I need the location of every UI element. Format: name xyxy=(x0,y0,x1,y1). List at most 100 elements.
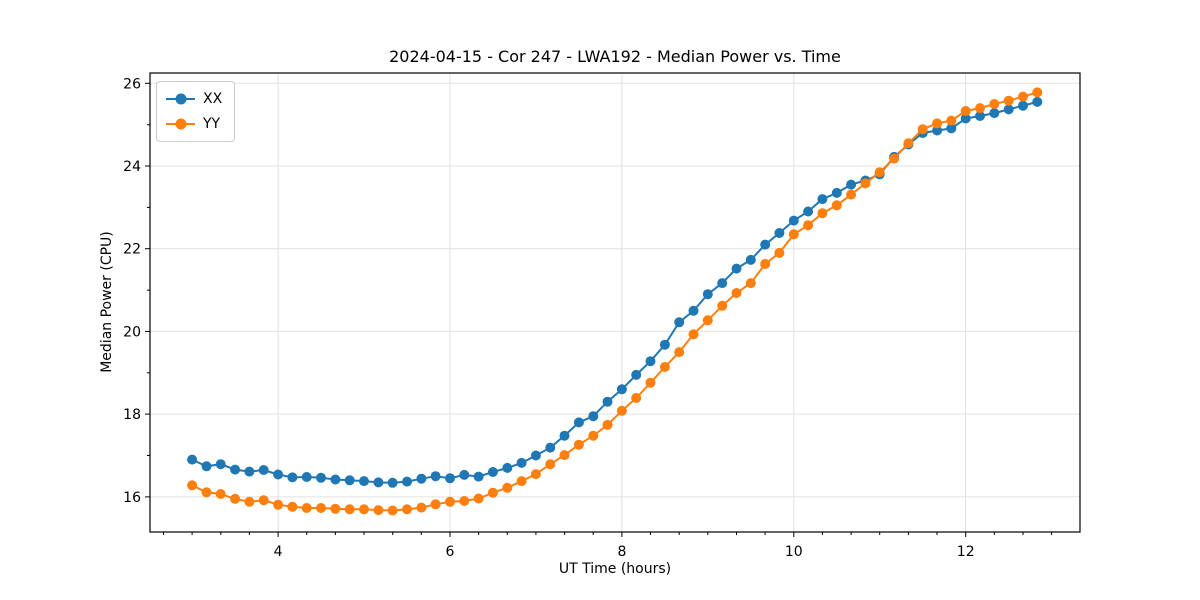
data-point xyxy=(946,115,957,126)
x-tick-label: 12 xyxy=(957,544,975,560)
data-point xyxy=(430,499,441,510)
data-point xyxy=(530,469,541,480)
legend-label-xx: XX xyxy=(203,91,223,107)
data-point xyxy=(187,480,198,491)
data-point xyxy=(745,254,756,265)
data-point xyxy=(230,493,241,504)
x-tick-label: 8 xyxy=(617,544,626,560)
data-point xyxy=(402,476,412,487)
data-point xyxy=(258,465,269,475)
data-point xyxy=(817,194,828,205)
data-point xyxy=(631,393,642,403)
series-yy xyxy=(187,87,1043,516)
legend-line-sample-xx xyxy=(166,93,195,105)
data-point xyxy=(459,496,470,506)
data-point xyxy=(860,178,871,189)
data-point xyxy=(359,504,369,515)
data-point xyxy=(1003,104,1014,115)
series-line xyxy=(191,91,1038,512)
data-point xyxy=(774,228,785,238)
series-line xyxy=(191,100,1038,484)
data-point xyxy=(316,472,326,483)
data-point xyxy=(659,362,670,372)
data-point xyxy=(788,215,799,226)
data-point xyxy=(645,377,656,388)
data-point xyxy=(989,99,1000,109)
data-point xyxy=(301,503,312,513)
data-point xyxy=(330,474,341,485)
data-point xyxy=(1018,100,1028,111)
data-point xyxy=(903,138,914,149)
data-point xyxy=(731,263,742,274)
data-point xyxy=(1032,96,1043,107)
data-point xyxy=(373,477,384,488)
data-point xyxy=(717,278,728,289)
data-point xyxy=(273,499,284,510)
data-point xyxy=(846,179,857,190)
data-point xyxy=(487,467,498,477)
data-point xyxy=(588,411,599,422)
data-point xyxy=(975,103,985,114)
data-point xyxy=(201,487,212,498)
data-point xyxy=(1018,91,1028,102)
data-point xyxy=(616,384,627,395)
data-point xyxy=(502,462,513,473)
gridlines xyxy=(150,73,1080,532)
data-point xyxy=(588,430,599,441)
data-point xyxy=(817,208,828,219)
data-point xyxy=(387,505,398,516)
data-point xyxy=(359,476,369,487)
data-point xyxy=(803,220,814,231)
data-point xyxy=(530,450,541,461)
data-point xyxy=(301,472,312,482)
plot-border xyxy=(149,72,1081,533)
data-point xyxy=(989,108,1000,119)
data-point xyxy=(688,305,699,316)
data-point xyxy=(874,167,885,178)
data-point xyxy=(344,504,355,515)
data-point xyxy=(946,123,957,134)
data-point xyxy=(244,496,255,507)
data-point xyxy=(473,493,484,504)
data-point xyxy=(287,472,298,483)
data-point xyxy=(573,417,584,428)
data-point xyxy=(244,466,255,477)
data-point xyxy=(846,189,857,200)
data-point xyxy=(201,461,212,472)
y-tick-label: 26 xyxy=(123,76,141,92)
data-point xyxy=(717,300,728,311)
data-point xyxy=(659,339,670,350)
data-point xyxy=(516,457,527,468)
data-point xyxy=(287,501,298,512)
data-point xyxy=(602,396,613,407)
data-point xyxy=(889,153,900,164)
data-point xyxy=(516,476,527,487)
legend-marker-icon xyxy=(175,93,186,105)
data-point xyxy=(688,329,699,340)
data-point xyxy=(559,450,570,461)
legend-item-yy: YY xyxy=(166,114,222,134)
data-point xyxy=(803,206,814,217)
data-point xyxy=(402,504,412,515)
data-point xyxy=(674,347,685,358)
data-point xyxy=(316,503,326,513)
data-point xyxy=(932,118,943,129)
chart-title: 2024-04-15 - Cor 247 - LWA192 - Median P… xyxy=(389,47,841,66)
y-tick-label: 18 xyxy=(123,407,141,423)
y-axis-label: Median Power (CPU) xyxy=(99,231,115,373)
data-point xyxy=(559,430,570,441)
data-point xyxy=(616,405,627,416)
data-point xyxy=(960,106,971,116)
data-point xyxy=(416,473,427,484)
data-point xyxy=(702,315,713,326)
data-point xyxy=(674,317,685,328)
data-point xyxy=(502,482,513,493)
legend-item-xx: XX xyxy=(166,89,222,109)
y-tick-label: 24 xyxy=(123,159,141,175)
series-xx xyxy=(187,96,1043,488)
data-point xyxy=(731,288,742,298)
legend-marker-icon xyxy=(175,118,186,130)
data-point xyxy=(487,487,498,498)
